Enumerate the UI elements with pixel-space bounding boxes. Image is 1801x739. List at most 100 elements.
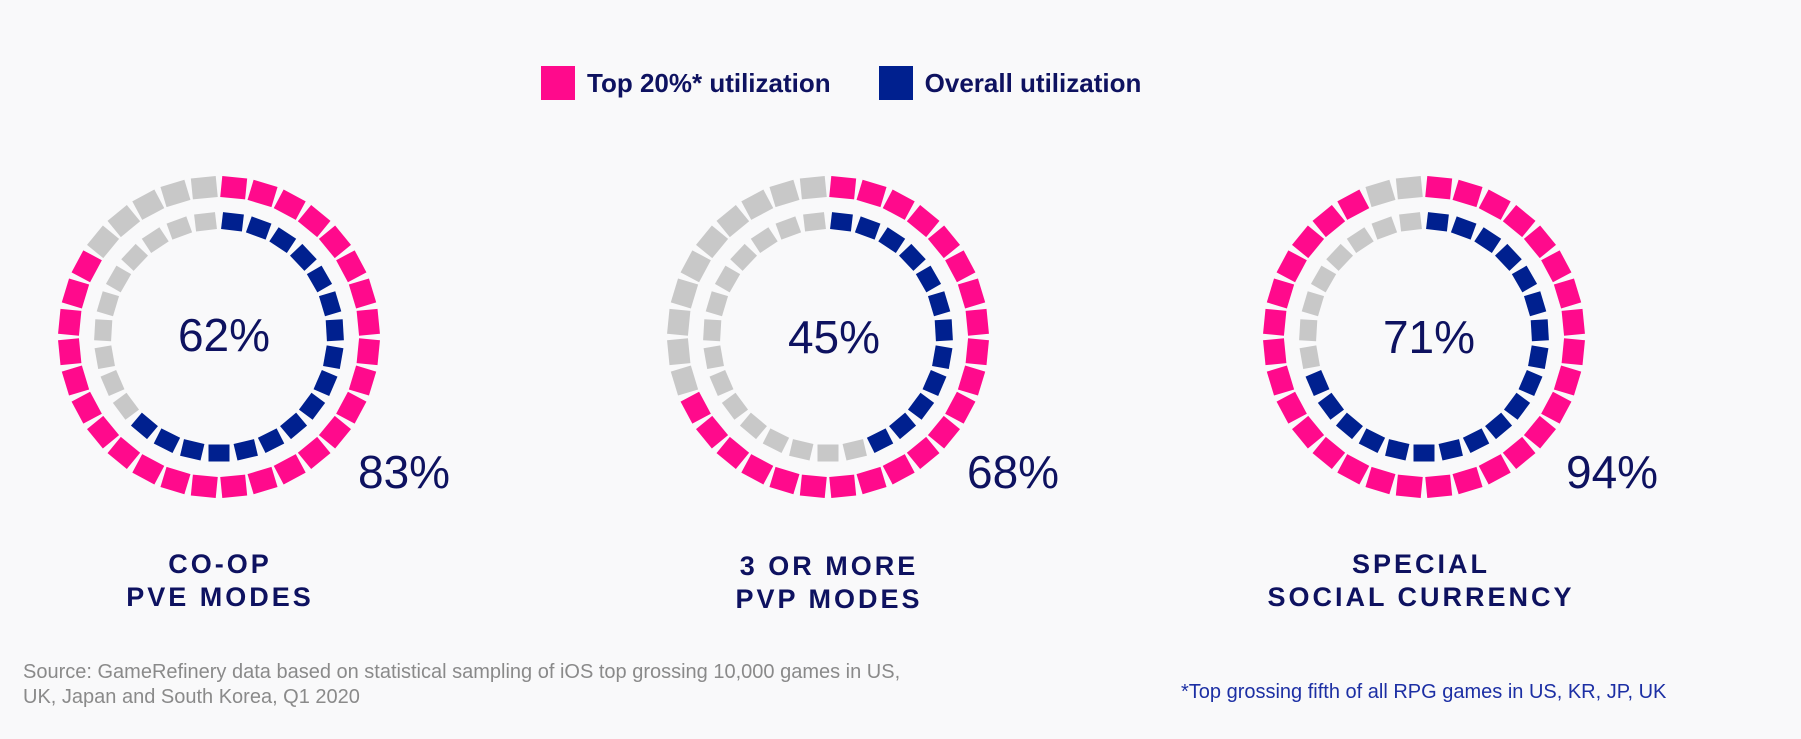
donut-segment-top20: [1478, 454, 1511, 485]
donut-segment-top20: [190, 474, 218, 498]
chart-2-top20-value: 68%: [967, 446, 1060, 498]
donut-segment-overall: [208, 444, 230, 462]
donut-segment-overall: [245, 216, 272, 240]
donut-segment-overall: [323, 345, 344, 369]
donut-segment-top20: [829, 176, 857, 200]
donut-ring-overall: [1299, 212, 1549, 462]
donut-segment-empty: [762, 428, 790, 453]
legend: Top 20%* utilization Overall utilization: [541, 66, 1189, 100]
donut-segment-empty: [100, 369, 125, 396]
donut-segment-empty: [1299, 319, 1318, 342]
donut-segment-empty: [703, 319, 722, 342]
donut-segment-top20: [1337, 189, 1370, 220]
donut-segment-top20: [741, 454, 774, 485]
donut-segment-top20: [356, 308, 380, 336]
chart-1-label-line2: PVE MODES: [126, 582, 314, 612]
donut-segment-empty: [741, 189, 774, 220]
donut-segment-empty: [94, 345, 115, 369]
chart-2-label-line1: 3 OR MORE: [739, 551, 919, 581]
donut-segment-top20: [1263, 338, 1287, 366]
legend-item-top20: Top 20%* utilization: [541, 66, 831, 100]
donut-segment-overall: [866, 428, 894, 453]
donut-segment-top20: [58, 338, 82, 366]
donut-segment-empty: [141, 227, 169, 253]
donut-segment-overall: [1317, 392, 1345, 420]
donut-segment-top20: [273, 189, 306, 220]
donut-segment-empty: [87, 225, 120, 259]
donut-segment-empty: [667, 308, 691, 336]
donut-segment-overall: [153, 428, 181, 453]
donut-segment-empty: [709, 369, 734, 396]
donut-segment-overall: [289, 243, 317, 271]
donut-segment-top20: [297, 436, 331, 469]
donut-segment-top20: [829, 474, 857, 498]
legend-label-top20: Top 20%* utilization: [587, 67, 831, 98]
donut-segment-top20: [799, 474, 827, 498]
donut-segment-overall: [1511, 265, 1538, 293]
donut-segment-top20: [1561, 308, 1585, 336]
donut-segment-overall: [1438, 439, 1463, 461]
legend-swatch-top20: [541, 66, 575, 100]
donut-segment-top20: [927, 415, 960, 449]
donut-segment-top20: [965, 338, 989, 366]
donut-segment-overall: [221, 212, 244, 232]
donut-segment-top20: [356, 338, 380, 366]
donut-segment-overall: [889, 412, 917, 440]
donut-segment-overall: [1358, 428, 1386, 453]
donut-segment-overall: [1450, 216, 1477, 240]
legend-swatch-overall: [878, 66, 913, 100]
donut-segment-overall: [854, 216, 881, 240]
donut-segment-top20: [247, 179, 278, 208]
chart-1-overall-value: 62%: [177, 309, 271, 361]
donut-segment-top20: [348, 278, 377, 309]
donut-segment-empty: [96, 291, 120, 317]
donut-segment-empty: [1346, 227, 1374, 253]
chart-3-label-line1: SPECIAL: [1351, 549, 1491, 579]
donut-segment-top20: [1312, 436, 1346, 469]
donut-segment-top20: [1337, 454, 1370, 485]
donut-segment-top20: [945, 391, 976, 424]
donut-segment-empty: [703, 345, 724, 369]
donut-segment-overall: [1485, 412, 1513, 440]
donut-segment-overall: [915, 265, 942, 293]
donut-segment-overall: [898, 243, 926, 271]
donut-segment-top20: [906, 436, 940, 469]
donut-segment-top20: [696, 415, 729, 449]
donut-segment-top20: [318, 225, 351, 259]
donut-segment-empty: [190, 176, 218, 200]
donut-segment-empty: [799, 176, 827, 200]
donut-segment-top20: [297, 205, 331, 238]
donut-segment-top20: [769, 466, 800, 495]
donut-segment-empty: [160, 179, 191, 208]
donut-segment-top20: [856, 179, 887, 208]
source-note: Source: GameRefinery data based on stati…: [23, 661, 901, 708]
donut-segment-top20: [1395, 474, 1423, 498]
donut-segment-empty: [1310, 265, 1337, 293]
donut-segment-empty: [1299, 345, 1320, 369]
donut-segment-top20: [882, 189, 915, 220]
donut-segment-empty: [667, 338, 691, 366]
donut-segment-top20: [348, 365, 377, 396]
donut-segment-empty: [121, 243, 149, 271]
donut-segment-overall: [180, 439, 205, 461]
donut-segment-empty: [107, 205, 141, 238]
donut-segment-top20: [1266, 365, 1295, 396]
donut-segment-top20: [906, 205, 940, 238]
donut-segment-overall: [934, 319, 953, 342]
donut-ring-overall: [703, 212, 953, 462]
donut-segment-overall: [1530, 319, 1549, 342]
chart-3-top20-value: 94%: [1566, 446, 1659, 498]
donut-segment-top20: [1266, 278, 1295, 309]
donut-segment-top20: [957, 278, 986, 309]
donut-segment-empty: [105, 265, 132, 293]
donut-segment-top20: [1276, 391, 1307, 424]
donut-segment-overall: [313, 369, 338, 396]
donut-segment-overall: [318, 291, 342, 317]
donut-segment-empty: [112, 392, 140, 420]
donut-segment-top20: [336, 250, 367, 283]
donut-segment-top20: [945, 250, 976, 283]
donut-segment-top20: [71, 391, 102, 424]
donut-segment-top20: [273, 454, 306, 485]
donut-segment-empty: [680, 250, 711, 283]
